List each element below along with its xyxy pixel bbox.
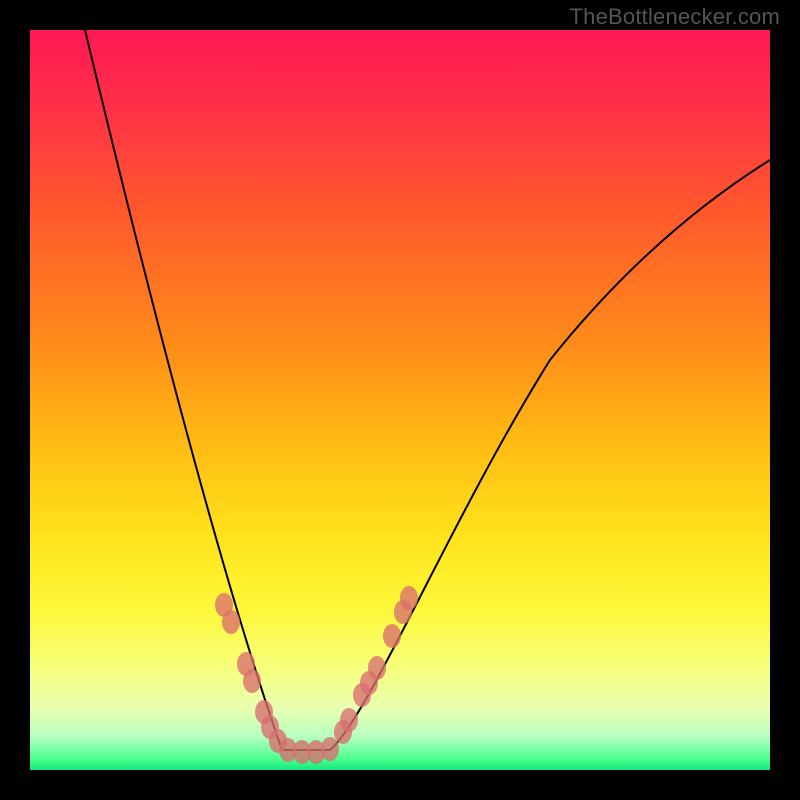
data-markers	[215, 586, 418, 764]
data-marker	[321, 737, 339, 761]
data-marker	[368, 656, 386, 680]
curve-layer	[30, 30, 770, 770]
data-marker	[340, 708, 358, 732]
chart-container: TheBottlenecker.com	[0, 0, 800, 800]
data-marker	[222, 610, 240, 634]
plot-area	[30, 30, 770, 770]
data-marker	[383, 624, 401, 648]
watermark-text: TheBottlenecker.com	[570, 4, 780, 30]
data-marker	[400, 586, 418, 610]
bottleneck-curve	[85, 30, 770, 750]
data-marker	[243, 669, 261, 693]
